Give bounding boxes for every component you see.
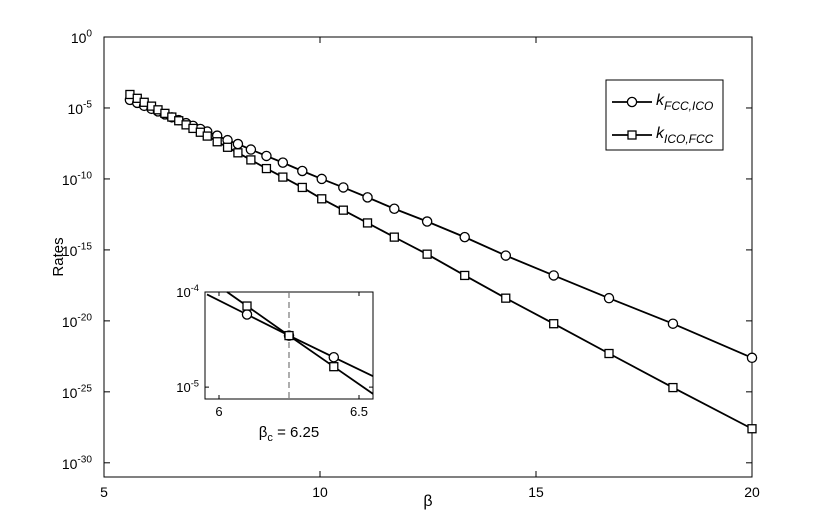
y-tick-label-base: 10 bbox=[71, 30, 87, 46]
x-axis-label: β bbox=[423, 493, 432, 510]
inset-y-tick-label-exp: -4 bbox=[191, 283, 199, 293]
y-tick-label-base: 10 bbox=[62, 314, 78, 330]
legend-label-1: kFCC,ICO bbox=[656, 92, 713, 113]
inset-x-tick-label: 6 bbox=[215, 404, 222, 419]
data-point-square bbox=[297, 182, 307, 193]
y-tick-label-base: 10 bbox=[62, 385, 78, 401]
inset-x-tick-label: 6.5 bbox=[350, 404, 368, 419]
data-point-square bbox=[317, 194, 327, 204]
data-point-circle bbox=[667, 318, 679, 329]
legend-label-sub: FCC,ICO bbox=[664, 99, 713, 113]
inset-tick-group: 6 6.510-410-5 bbox=[176, 283, 373, 419]
inset-y-tick-label-base: 10 bbox=[176, 285, 190, 300]
x-tick-label: 20 bbox=[744, 484, 760, 500]
legend-label-main: k bbox=[656, 125, 665, 142]
inset-data-point-circle bbox=[241, 309, 253, 320]
data-point-square bbox=[389, 232, 399, 242]
legend-label-main: k bbox=[656, 92, 665, 109]
inset-data-point-circle bbox=[328, 352, 340, 363]
data-point-square bbox=[222, 142, 233, 152]
data-point-square bbox=[246, 155, 256, 165]
data-point-square bbox=[233, 148, 243, 158]
legend-label-2: kICO,FCC bbox=[656, 125, 714, 146]
inset-y-tick-label: 10-4 bbox=[176, 283, 199, 300]
data-point-square bbox=[747, 424, 757, 434]
y-tick-label-exp: -30 bbox=[77, 455, 92, 466]
data-point-circle bbox=[500, 250, 512, 261]
data-point-circle bbox=[362, 192, 373, 203]
inset-y-tick-label-exp: -5 bbox=[191, 378, 199, 388]
data-point-square bbox=[604, 348, 614, 359]
legend-marker-circle bbox=[626, 96, 638, 108]
y-tick-label: 10-20 bbox=[62, 313, 93, 330]
y-tick-label-base: 10 bbox=[62, 243, 78, 259]
inset-y-tick-label: 10-5 bbox=[176, 378, 199, 395]
data-point-square bbox=[460, 270, 470, 281]
x-tick-label: 10 bbox=[312, 484, 328, 500]
data-point-square bbox=[668, 382, 678, 393]
data-point-circle bbox=[297, 165, 308, 177]
y-tick-label-exp: -25 bbox=[77, 384, 92, 395]
data-point-circle bbox=[245, 144, 257, 155]
inset-y-tick-label-base: 10 bbox=[176, 380, 190, 395]
y-tick-label-base: 10 bbox=[62, 172, 78, 188]
annotation-sub: c bbox=[267, 432, 273, 444]
y-tick-label: 10-25 bbox=[62, 384, 93, 401]
data-point-square bbox=[362, 218, 373, 228]
x-tick-label: 5 bbox=[100, 484, 108, 500]
inset-data-point-square bbox=[329, 362, 339, 372]
data-point-square bbox=[212, 137, 222, 147]
data-point-circle bbox=[261, 150, 272, 162]
legend-box bbox=[605, 79, 724, 151]
inset-data-point-square bbox=[284, 330, 294, 341]
legend-label-sub: ICO,FCC bbox=[664, 132, 714, 146]
data-point-circle bbox=[316, 173, 327, 185]
legend-marker-square bbox=[627, 130, 637, 140]
y-tick-label: 10-10 bbox=[62, 171, 93, 188]
data-point-square bbox=[422, 249, 432, 259]
inset-data-point-square bbox=[242, 301, 252, 311]
data-point-circle bbox=[389, 203, 400, 214]
y-tick-label-exp: -20 bbox=[77, 313, 92, 324]
x-tick-label: 15 bbox=[528, 484, 544, 500]
data-point-circle bbox=[548, 270, 559, 281]
y-tick-label-exp: 0 bbox=[86, 29, 92, 40]
y-tick-label: 10-5 bbox=[67, 100, 92, 117]
data-point-circle bbox=[746, 352, 758, 364]
y-tick-label-base: 10 bbox=[67, 101, 83, 117]
data-point-square bbox=[338, 205, 348, 215]
data-point-circle bbox=[277, 157, 289, 168]
data-point-circle bbox=[232, 138, 244, 150]
data-point-circle bbox=[421, 216, 433, 227]
inset-chart: 6 6.510-410-5 βc = 6.25 bbox=[176, 283, 374, 444]
data-point-circle bbox=[603, 292, 615, 304]
y-tick-label-base: 10 bbox=[62, 456, 78, 472]
y-axis-label: Rates bbox=[50, 237, 67, 276]
data-point-square bbox=[278, 172, 288, 182]
y-tick-label: 10-15 bbox=[62, 242, 93, 259]
y-tick-label-exp: -15 bbox=[77, 242, 92, 253]
y-tick-label-exp: -5 bbox=[83, 100, 92, 111]
data-point-square bbox=[501, 293, 511, 303]
data-point-circle bbox=[338, 182, 349, 193]
y-tick-label: 100 bbox=[71, 29, 93, 46]
inset-annotation: βc = 6.25 bbox=[259, 424, 319, 444]
data-point-square bbox=[202, 131, 212, 141]
data-point-square bbox=[549, 319, 559, 329]
y-tick-label: 10-30 bbox=[62, 455, 93, 472]
y-tick-label-exp: -10 bbox=[77, 171, 92, 182]
main-series-group bbox=[124, 89, 758, 434]
annotation-value: = 6.25 bbox=[273, 424, 319, 441]
data-point-square bbox=[261, 163, 272, 174]
data-point-circle bbox=[459, 231, 470, 243]
annotation-beta: β bbox=[259, 424, 268, 441]
inset-series-group bbox=[206, 291, 374, 399]
